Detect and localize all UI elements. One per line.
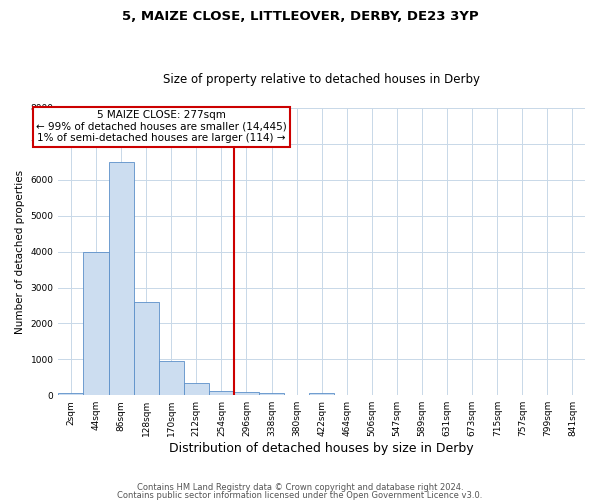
Y-axis label: Number of detached properties: Number of detached properties [15,170,25,334]
Bar [134,302,159,395]
Bar [209,391,234,395]
X-axis label: Distribution of detached houses by size in Derby: Distribution of detached houses by size … [169,442,474,455]
Text: Contains public sector information licensed under the Open Government Licence v3: Contains public sector information licen… [118,490,482,500]
Text: 5 MAIZE CLOSE: 277sqm
← 99% of detached houses are smaller (14,445)
1% of semi-d: 5 MAIZE CLOSE: 277sqm ← 99% of detached … [36,110,287,144]
Title: Size of property relative to detached houses in Derby: Size of property relative to detached ho… [163,73,480,86]
Bar [234,392,259,395]
Text: 5, MAIZE CLOSE, LITTLEOVER, DERBY, DE23 3YP: 5, MAIZE CLOSE, LITTLEOVER, DERBY, DE23 … [122,10,478,23]
Bar [184,384,209,395]
Bar [58,393,83,395]
Bar [309,394,334,395]
Text: Contains HM Land Registry data © Crown copyright and database right 2024.: Contains HM Land Registry data © Crown c… [137,484,463,492]
Bar [159,360,184,395]
Bar [109,162,134,395]
Bar [83,252,109,395]
Bar [259,394,284,395]
